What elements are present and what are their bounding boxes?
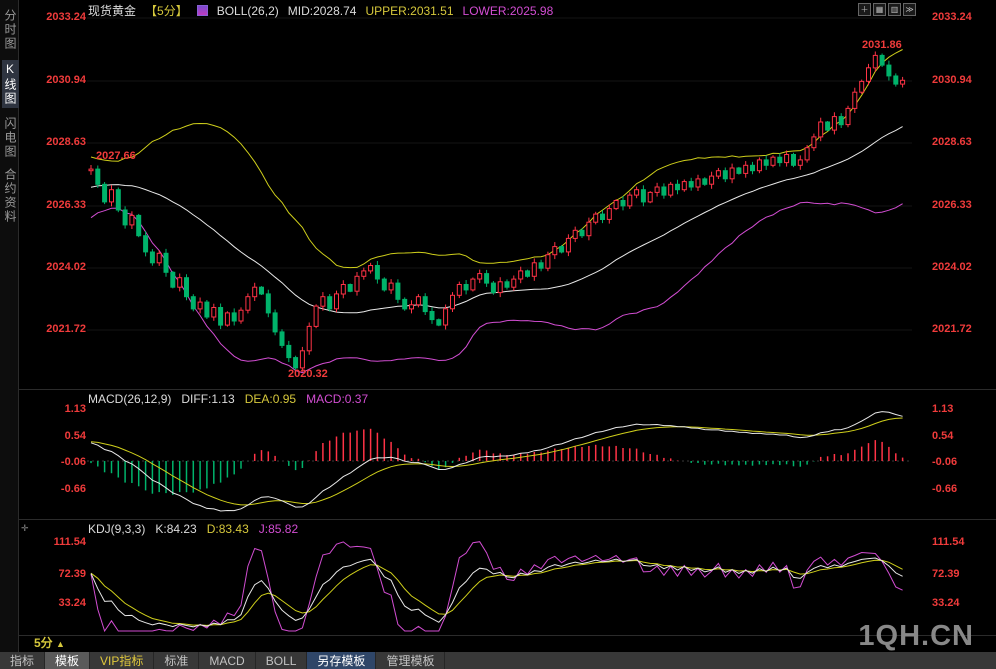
tab-macd[interactable]: MACD <box>199 652 256 669</box>
price-right-axis-label: 2030.94 <box>932 74 972 86</box>
boll-mid-value: MID:2028.74 <box>287 3 357 18</box>
price-right-axis-label: 2024.02 <box>932 261 972 273</box>
macd-left-axis-label: -0.06 <box>60 456 86 468</box>
sidebar-item-lightning-chart[interactable]: 闪电图 <box>3 117 17 159</box>
sidebar-item-contract-info[interactable]: 合约资料 <box>3 168 17 224</box>
sidebar-item-time-chart[interactable]: 分时图 <box>3 9 17 51</box>
kdj-right-axis-label: 111.54 <box>932 536 965 548</box>
macd-right-axis-label: -0.66 <box>932 483 958 495</box>
chart-header: 现货黄金 【5分】 BOLL(26,2) MID:2028.74 UPPER:2… <box>88 3 554 19</box>
period-tag[interactable]: 【5分】 <box>145 4 188 18</box>
kdj-left-axis-label: 72.39 <box>58 568 86 580</box>
kdj-header: KDJ(9,3,3) K:84.23 D:83.43 J:85.82 <box>88 522 298 536</box>
price-left-axis-label: 2028.63 <box>46 136 86 148</box>
macd-left-axis-label: -0.66 <box>60 483 86 495</box>
high-price-annotation: 2031.86 <box>862 39 902 51</box>
boll-lower-value: LOWER:2025.98 <box>462 3 554 18</box>
tab-indicators[interactable]: 指标 <box>0 652 46 669</box>
price-left-axis-label: 2024.02 <box>46 261 86 273</box>
open-price-annotation: 2027.66 <box>96 150 136 162</box>
price-left-axis-label: 2026.33 <box>46 199 86 211</box>
macd-left-axis-label: 0.54 <box>64 430 86 442</box>
period-text: 5分 <box>34 636 53 650</box>
boll-upper-value: UPPER:2031.51 <box>365 3 454 18</box>
period-selector[interactable]: 5分 ▲ <box>34 634 65 651</box>
price-right-axis-label: 2033.24 <box>932 11 972 23</box>
tab-templates[interactable]: 模板 <box>45 652 91 669</box>
period-arrow-icon: ▲ <box>56 639 65 649</box>
bottom-tab-bar: 指标 模板 VIP指标 标准 MACD BOLL 另存模板 管理模板 <box>0 652 996 669</box>
kdj-params-label: KDJ(9,3,3) <box>88 522 146 536</box>
kdj-left-axis-label: 111.54 <box>53 536 86 548</box>
zoom-in-icon[interactable]: ＋ <box>858 3 871 16</box>
tab-vip-indicators[interactable]: VIP指标 <box>90 652 155 669</box>
macd-header: MACD(26,12,9) DIFF:1.13 DEA:0.95 MACD:0.… <box>88 392 368 406</box>
price-left-axis-label: 2030.94 <box>46 74 86 86</box>
grid-view-icon[interactable]: ▦ <box>873 3 886 16</box>
kdj-settings-icon[interactable]: ✛ <box>21 523 29 533</box>
tab-boll[interactable]: BOLL <box>256 652 308 669</box>
macd-right-axis-label: 0.54 <box>932 430 954 442</box>
panel-view-icon[interactable]: ▥ <box>888 3 901 16</box>
watermark: 1QH.CN <box>858 620 974 652</box>
macd-dea-value: DEA:0.95 <box>244 392 297 406</box>
kdj-j-value: J:85.82 <box>258 522 299 536</box>
macd-diff-value: DIFF:1.13 <box>181 392 235 406</box>
price-right-axis-label: 2026.33 <box>932 199 972 211</box>
kdj-left-axis-label: 33.24 <box>58 597 86 609</box>
macd-params-label: MACD(26,12,9) <box>88 392 172 406</box>
kdj-k-value: K:84.23 <box>155 522 197 536</box>
price-left-axis-label: 2033.24 <box>46 11 86 23</box>
macd-left-axis-label: 1.13 <box>64 403 86 415</box>
tab-save-as-template[interactable]: 另存模板 <box>307 652 377 669</box>
left-sidebar: 分时图 K线图 闪电图 合约资料 <box>0 0 19 652</box>
header-toolbar: ＋ ▦ ▥ ≫ <box>858 3 916 16</box>
low-price-annotation: 2020.32 <box>288 368 328 380</box>
next-page-icon[interactable]: ≫ <box>903 3 916 16</box>
kdj-right-axis-label: 72.39 <box>932 568 960 580</box>
sidebar-item-kline-chart[interactable]: K线图 <box>2 60 19 108</box>
tab-standard[interactable]: 标准 <box>154 652 200 669</box>
kdj-d-value: D:83.43 <box>206 522 249 536</box>
macd-right-axis-label: 1.13 <box>932 403 954 415</box>
kdj-right-axis-label: 33.24 <box>932 597 960 609</box>
symbol-name: 现货黄金 <box>88 4 137 18</box>
boll-params-label: BOLL(26,2) <box>216 3 279 18</box>
tab-manage-templates[interactable]: 管理模板 <box>376 652 446 669</box>
macd-hist-value: MACD:0.37 <box>306 392 369 406</box>
price-right-axis-label: 2028.63 <box>932 136 972 148</box>
price-left-axis-label: 2021.72 <box>46 323 86 335</box>
boll-indicator-icon <box>196 5 208 16</box>
price-right-axis-label: 2021.72 <box>932 323 972 335</box>
macd-right-axis-label: -0.06 <box>932 456 958 468</box>
